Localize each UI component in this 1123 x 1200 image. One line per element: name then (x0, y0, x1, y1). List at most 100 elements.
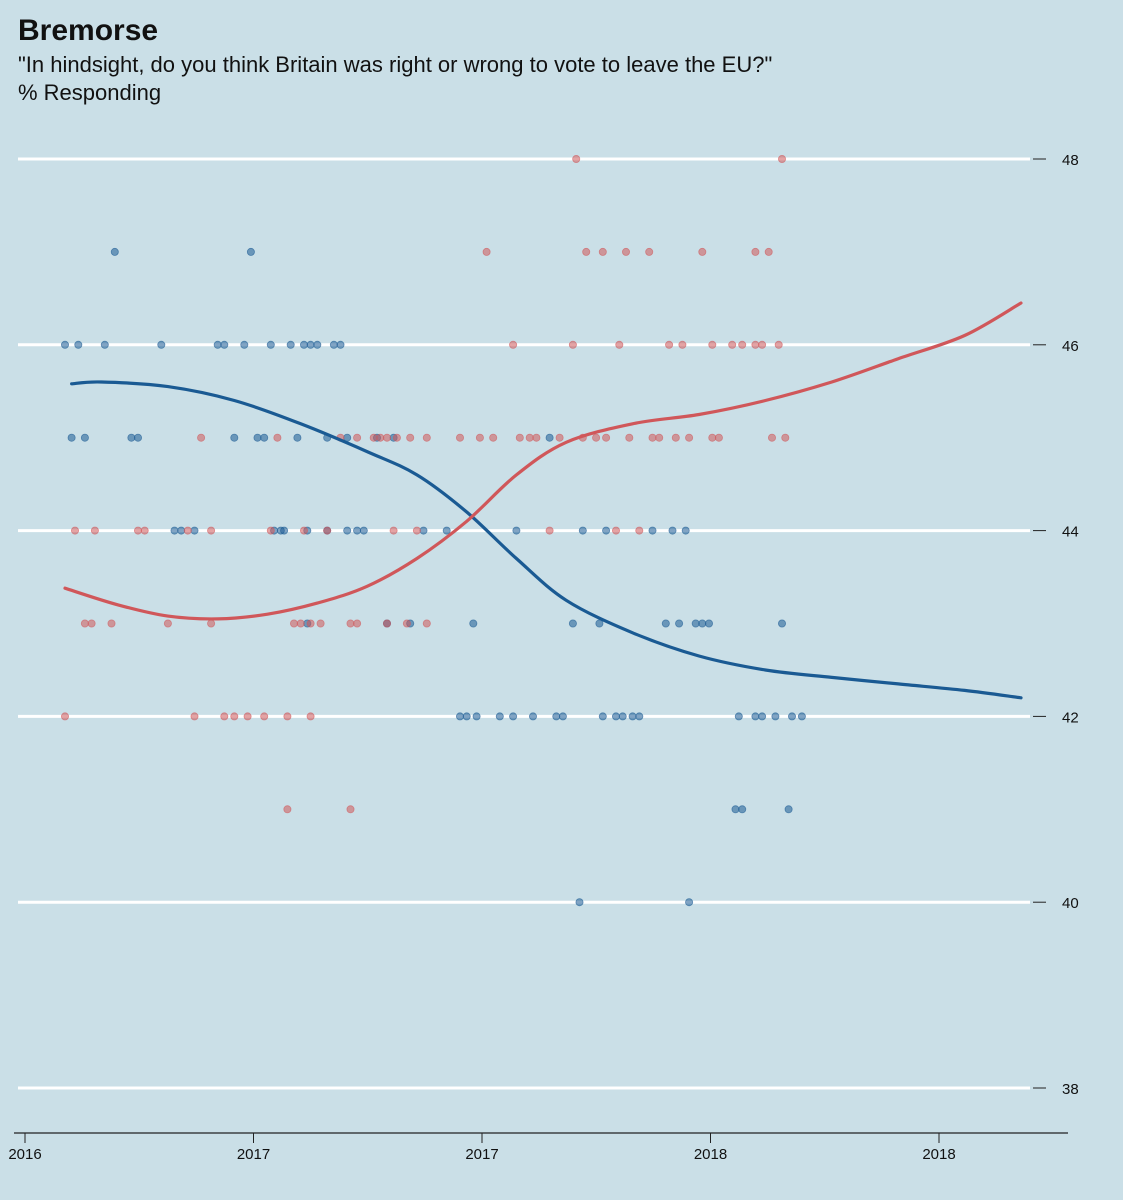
series-0-trend-line (70, 380, 1023, 700)
series-0-point (595, 619, 604, 628)
y-tick-label: 40 (1062, 895, 1079, 912)
series-1-point (738, 340, 747, 349)
series-1-point (289, 619, 298, 628)
series-0-point (469, 619, 478, 628)
series-1-point (509, 340, 518, 349)
series-0-point (797, 712, 806, 721)
series-1-point (299, 526, 308, 535)
series-1-point (283, 805, 292, 814)
series-0-point (685, 898, 694, 907)
series-1-point (475, 433, 484, 442)
series-0-point (246, 247, 255, 256)
series-1-point (346, 805, 355, 814)
series-1-point (714, 433, 723, 442)
series-0-point (771, 712, 780, 721)
series-1-point (555, 433, 564, 442)
series-1-point (389, 526, 398, 535)
series-0-point (691, 619, 700, 628)
series-0-point (220, 340, 229, 349)
series-1-point (622, 247, 631, 256)
series-1-point (353, 619, 362, 628)
series-0-point (545, 433, 554, 442)
series-0-point (698, 619, 707, 628)
series-1-point (316, 619, 325, 628)
series-1-point (455, 433, 464, 442)
series-1-point (382, 619, 391, 628)
series-0-point (705, 619, 714, 628)
series-1-point (572, 154, 581, 163)
chart-title: Bremorse (18, 14, 159, 47)
series-0-point (343, 526, 352, 535)
series-0-point (329, 340, 338, 349)
data-points (61, 154, 806, 907)
series-1-point (346, 619, 355, 628)
series-1-point (402, 619, 411, 628)
series-1-point (598, 247, 607, 256)
series-0-point (472, 712, 481, 721)
series-0-point (253, 433, 262, 442)
series-1-point (369, 433, 378, 442)
series-0-point (495, 712, 504, 721)
chart-subtitle: "In hindsight, do you think Britain was … (18, 52, 773, 77)
series-0-point (758, 712, 767, 721)
series-0-point (648, 526, 657, 535)
series-0-point (336, 340, 345, 349)
series-1-point (273, 433, 282, 442)
series-0-point (681, 526, 690, 535)
series-1-point (353, 433, 362, 442)
series-0-point (306, 340, 315, 349)
series-1-point (90, 526, 99, 535)
series-0-point (240, 340, 249, 349)
series-0-point (568, 619, 577, 628)
series-1-point (671, 433, 680, 442)
series-1-point (306, 619, 315, 628)
y-tick-label: 38 (1062, 1081, 1079, 1098)
trend-lines (63, 301, 1023, 700)
series-1-point (220, 712, 229, 721)
series-1-point (665, 340, 674, 349)
y-tick-label: 44 (1062, 524, 1079, 541)
y-axis: 38 40 42 44 46 48 (1033, 152, 1079, 1098)
series-1-point (764, 247, 773, 256)
series-1-point (615, 340, 624, 349)
series-1-point (323, 526, 332, 535)
series-1-point (708, 340, 717, 349)
series-1-point (592, 433, 601, 442)
series-1-point (582, 247, 591, 256)
series-0-point (734, 712, 743, 721)
series-1-point (602, 433, 611, 442)
series-1-point (751, 247, 760, 256)
series-1-point (482, 247, 491, 256)
series-0-point (612, 712, 621, 721)
series-0-point (668, 526, 677, 535)
series-1-point (183, 526, 192, 535)
series-1-point (190, 712, 199, 721)
series-0-point (67, 433, 76, 442)
series-1-point (422, 619, 431, 628)
gridlines (18, 157, 1030, 1090)
series-1-point (230, 712, 239, 721)
series-1-point (678, 340, 687, 349)
series-0-point (552, 712, 561, 721)
series-0-point (266, 340, 275, 349)
series-0-point (578, 526, 587, 535)
series-0-point (512, 526, 521, 535)
series-0-point (80, 433, 89, 442)
series-0-point (213, 340, 222, 349)
series-0-point (100, 340, 109, 349)
series-1-point (422, 433, 431, 442)
series-0-point (738, 805, 747, 814)
series-1-point (778, 154, 787, 163)
series-1-point (107, 619, 116, 628)
series-0-point (618, 712, 627, 721)
series-0-point (598, 712, 607, 721)
series-1-point (612, 526, 621, 535)
series-0-point (731, 805, 740, 814)
series-1-point (376, 433, 385, 442)
series-1-point (61, 712, 70, 721)
series-0-point (110, 247, 119, 256)
series-1-point (197, 433, 206, 442)
series-1-point (645, 247, 654, 256)
series-1-point (260, 712, 269, 721)
series-1-point (87, 619, 96, 628)
